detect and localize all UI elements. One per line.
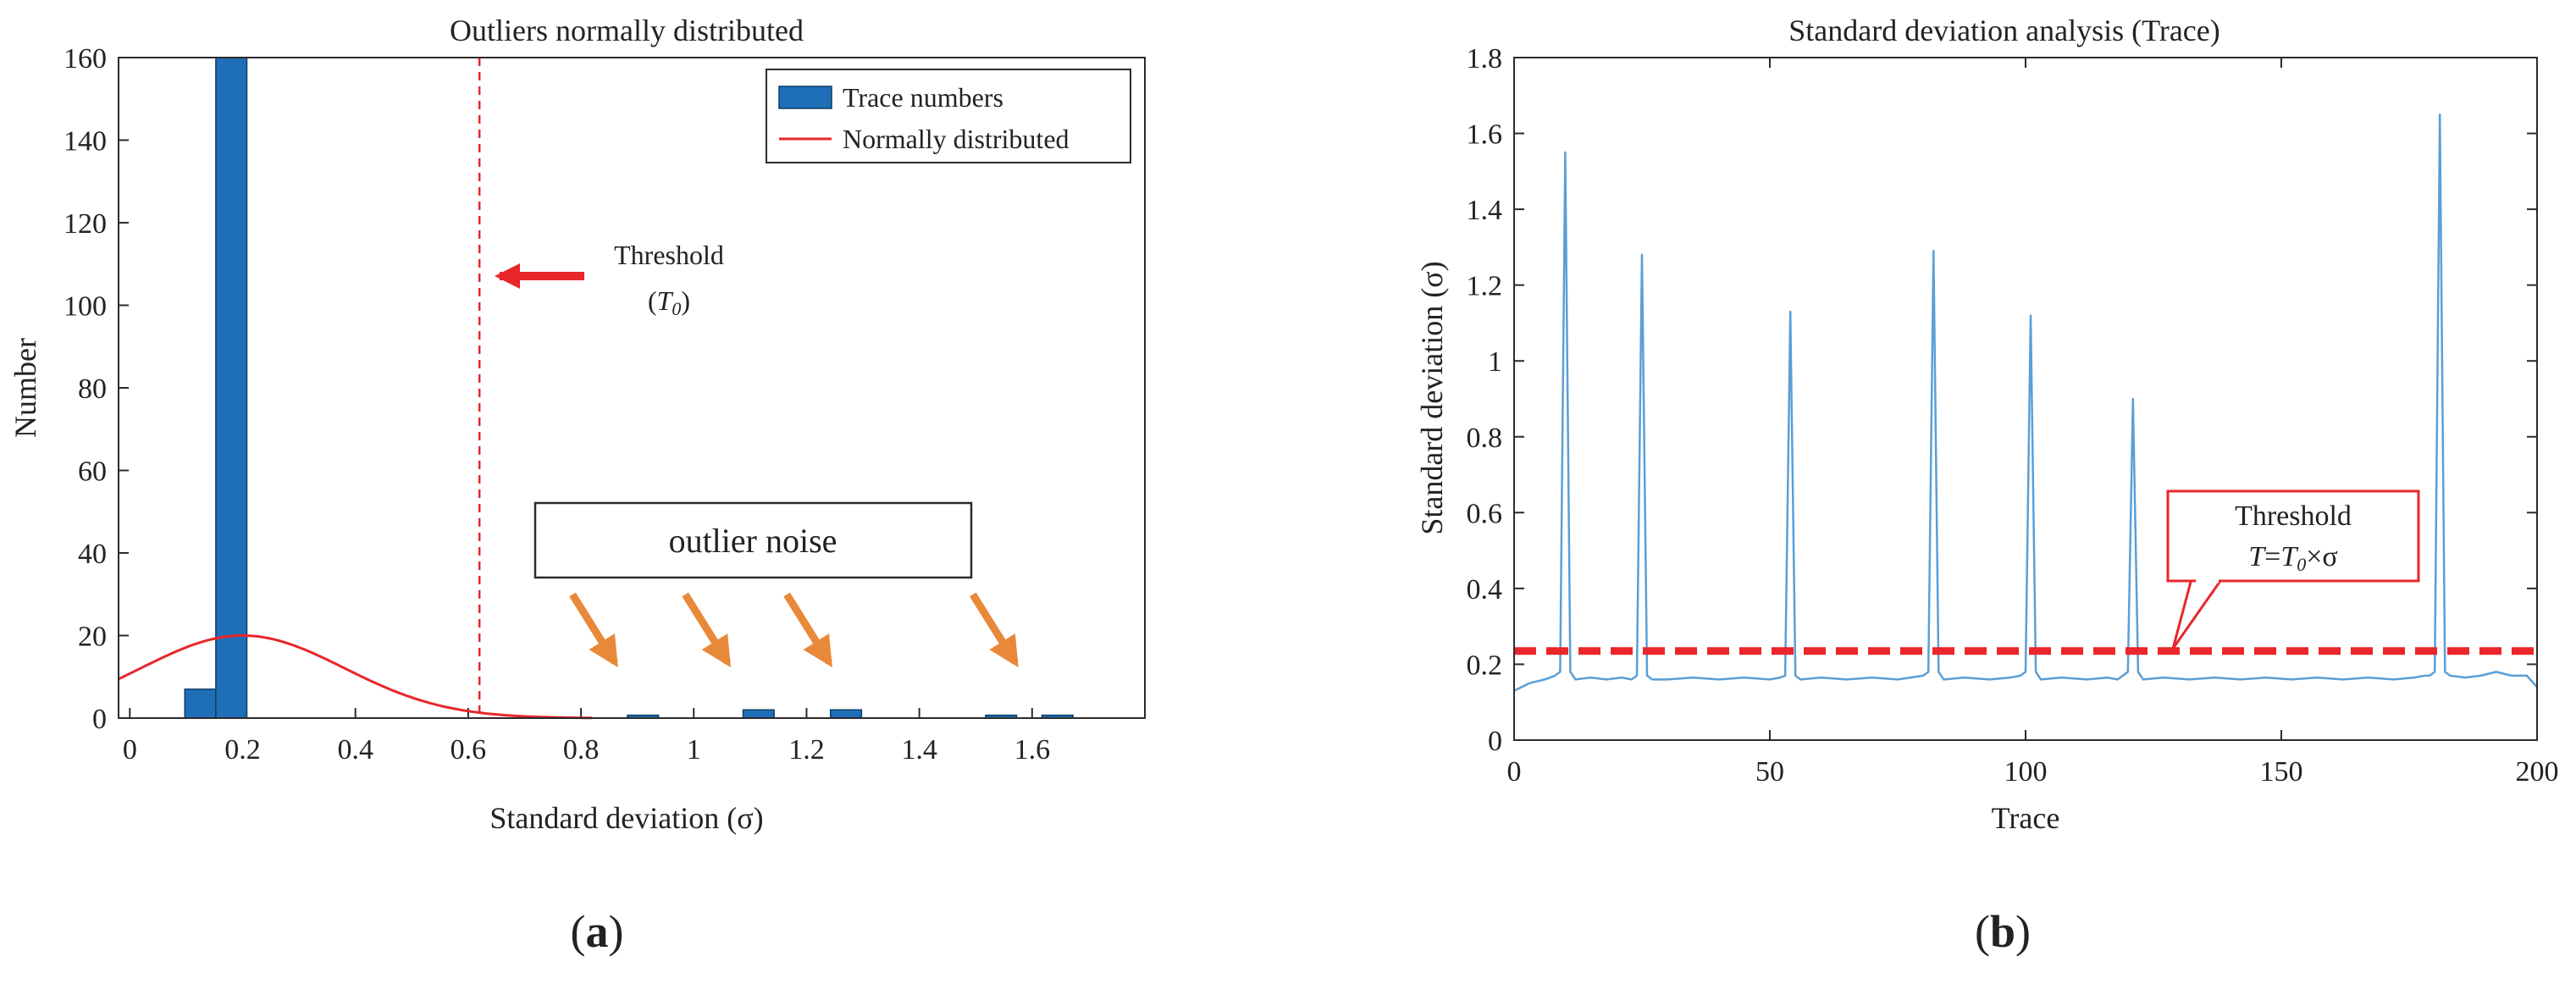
outlier-box: [533, 501, 973, 579]
chart-b-plot: 0 0.2 0.4 0.6 0.8 1 1.2 1.4 1.6 1.8 0 50 100 150 200: [1467, 43, 2559, 788]
ytick-label: 0: [1488, 726, 1502, 757]
std-deviation-series: [1513, 113, 2538, 692]
panel-label-a: (a): [571, 906, 624, 957]
chart-a-title: Outliers normally distributed: [450, 14, 804, 47]
ytick-label: 0.6: [1467, 498, 1503, 529]
chart-a-xlabel: Standard deviation (σ): [489, 801, 763, 835]
outlier-arrow: [682, 592, 732, 668]
outlier-label: outlier noise: [669, 522, 837, 560]
chart-a-plot: 0 20 40 60 80 100 120 140 160 0 0.2 0.4 0.6 0.8 1 1.2 1.…: [64, 43, 1074, 766]
ytick-label: 20: [78, 622, 107, 653]
chart-b-ylabel: Standard deviation (σ): [1415, 261, 1449, 534]
chart-a-legend: Trace numbers Normally distributed: [766, 69, 1131, 163]
xtick-label: 50: [1755, 756, 1784, 788]
ytick-label: 80: [78, 373, 107, 405]
chart-b: Standard deviation analysis (Trace) 0 0.2…: [1415, 14, 2559, 835]
xtick-label: 1.2: [788, 734, 825, 766]
ytick-label: 0.8: [1467, 423, 1503, 454]
chart-b-axes-box: [1513, 57, 2538, 741]
xtick-label: 150: [2260, 756, 2303, 788]
legend-label-normal: Normally distributed: [843, 124, 1070, 154]
outlier-arrows: [569, 592, 1019, 668]
outlier-annotation: outlier noise: [533, 501, 1019, 668]
chart-b-title: Standard deviation analysis (Trace): [1788, 14, 2220, 47]
xtick-label: 200: [2516, 756, 2559, 788]
ytick-label: 1: [1488, 346, 1502, 378]
ytick-label: 0.2: [1467, 650, 1503, 681]
callout-pointer: [2171, 572, 2222, 650]
callout-box: [2166, 489, 2420, 583]
threshold-symbol-a: (T0): [648, 285, 690, 319]
xtick-label: 0.8: [563, 734, 600, 766]
ytick-label: 140: [64, 126, 107, 158]
histogram-bar: [215, 57, 248, 719]
callout-label: Threshold: [2235, 500, 2352, 532]
ytick-label: 60: [78, 456, 107, 488]
legend-label-trace-numbers: Trace numbers: [843, 82, 1003, 113]
xtick-label: 1: [687, 734, 701, 766]
ytick-label: 1.2: [1467, 271, 1503, 302]
threshold-label-a: Threshold: [614, 240, 724, 270]
ytick-label: 120: [64, 208, 107, 240]
ytick-label: 1.6: [1467, 119, 1503, 151]
ytick-label: 100: [64, 291, 107, 323]
xtick-label: 1.6: [1014, 734, 1051, 766]
legend-bar-swatch: [778, 86, 832, 109]
ytick-label: 0.4: [1467, 574, 1503, 605]
callout-formula: T=T0×σ: [2248, 541, 2338, 575]
threshold-annotation-a: Threshold (T0): [495, 240, 724, 319]
ytick-label: 160: [64, 43, 107, 75]
xtick-label: 0.6: [451, 734, 487, 766]
chart-a: Outliers normally distributed 0 20 40 60 80 1…: [8, 14, 1146, 835]
panel-label-b: (b): [1975, 906, 2031, 957]
xtick-label: 0.4: [337, 734, 373, 766]
ytick-label: 0: [92, 704, 107, 735]
xtick-label: 0: [1507, 756, 1522, 788]
outlier-arrow: [569, 592, 618, 668]
histogram-bar: [829, 709, 863, 719]
ytick-label: 1.4: [1467, 195, 1503, 226]
legend-box: [766, 69, 1131, 163]
xtick-label: 100: [2004, 756, 2048, 788]
ytick-label: 1.8: [1467, 43, 1503, 75]
histogram-bar: [742, 709, 775, 719]
threshold-callout-b: Threshold T=T0×σ: [2166, 489, 2420, 650]
ytick-label: 40: [78, 539, 107, 570]
outlier-arrow: [970, 592, 1019, 668]
chart-b-xlabel: Trace: [1992, 801, 2060, 835]
xtick-label: 0.2: [224, 734, 261, 766]
chart-a-axes-box: [118, 57, 1146, 719]
normal-distribution-curve: [118, 634, 593, 720]
histogram-bar: [184, 688, 217, 719]
xtick-label: 1.4: [901, 734, 937, 766]
outlier-arrow: [783, 592, 832, 668]
xtick-label: 0: [123, 734, 137, 766]
chart-a-ylabel: Number: [8, 338, 42, 438]
